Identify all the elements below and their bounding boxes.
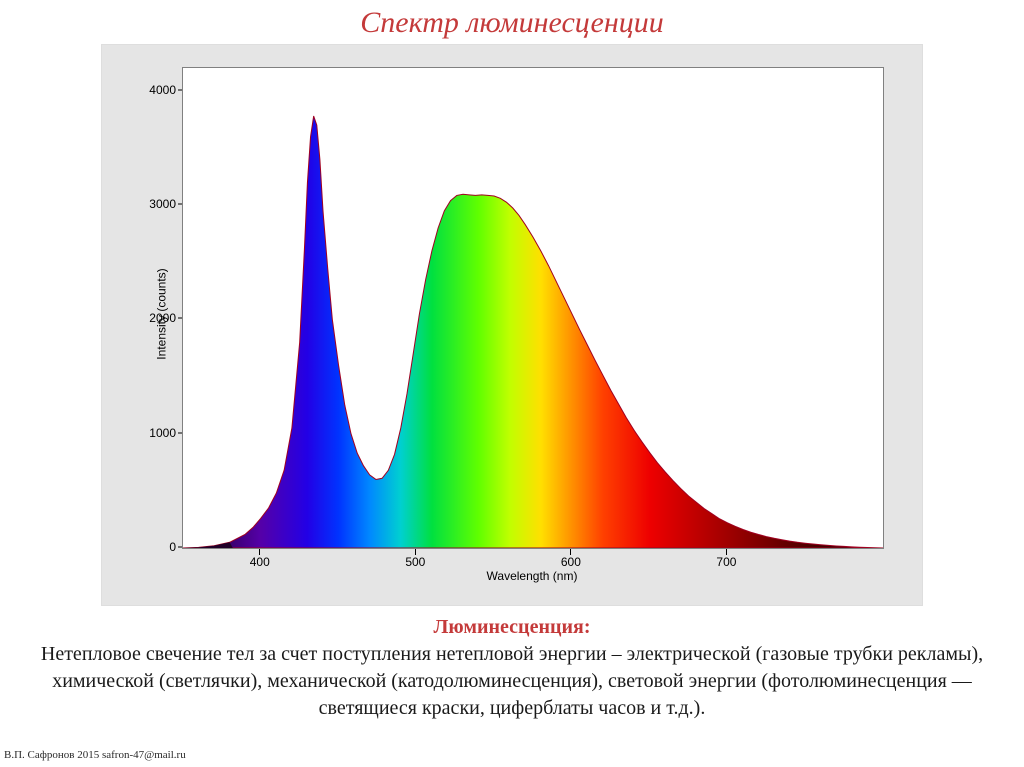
footer-credit: В.П. Сафронов 2015 safron-47@mail.ru	[4, 749, 186, 761]
x-tick-label: 600	[561, 555, 581, 569]
x-tick-label: 500	[405, 555, 425, 569]
x-tick-mark	[726, 549, 727, 555]
x-tick-label: 400	[250, 555, 270, 569]
x-axis-label: Wavelength (nm)	[487, 569, 578, 583]
spectrum-chart: 01000200030004000 400500600700 Intensity…	[101, 44, 923, 606]
caption-body: Нетепловое свечение тел за счет поступле…	[41, 643, 983, 719]
x-axis: 400 500 600 700	[182, 549, 882, 569]
caption-heading: Люминесценция:	[433, 616, 590, 638]
y-tick-label: 1000	[149, 426, 176, 440]
plot-area	[182, 67, 884, 549]
y-tick-label: 3000	[149, 197, 176, 211]
x-tick-label: 700	[716, 555, 736, 569]
spectrum-curve	[183, 116, 883, 548]
spectrum-svg	[183, 68, 883, 548]
page-title: Спектр люминесценции	[0, 6, 1024, 40]
y-tick-label: 4000	[149, 83, 176, 97]
y-axis-label: Intensity (counts)	[155, 268, 169, 359]
x-tick-mark	[570, 549, 571, 555]
x-tick-mark	[259, 549, 260, 555]
x-tick-mark	[415, 549, 416, 555]
caption-block: Люминесценция: Нетепловое свечение тел з…	[32, 614, 992, 722]
y-tick-label: 0	[169, 540, 176, 554]
